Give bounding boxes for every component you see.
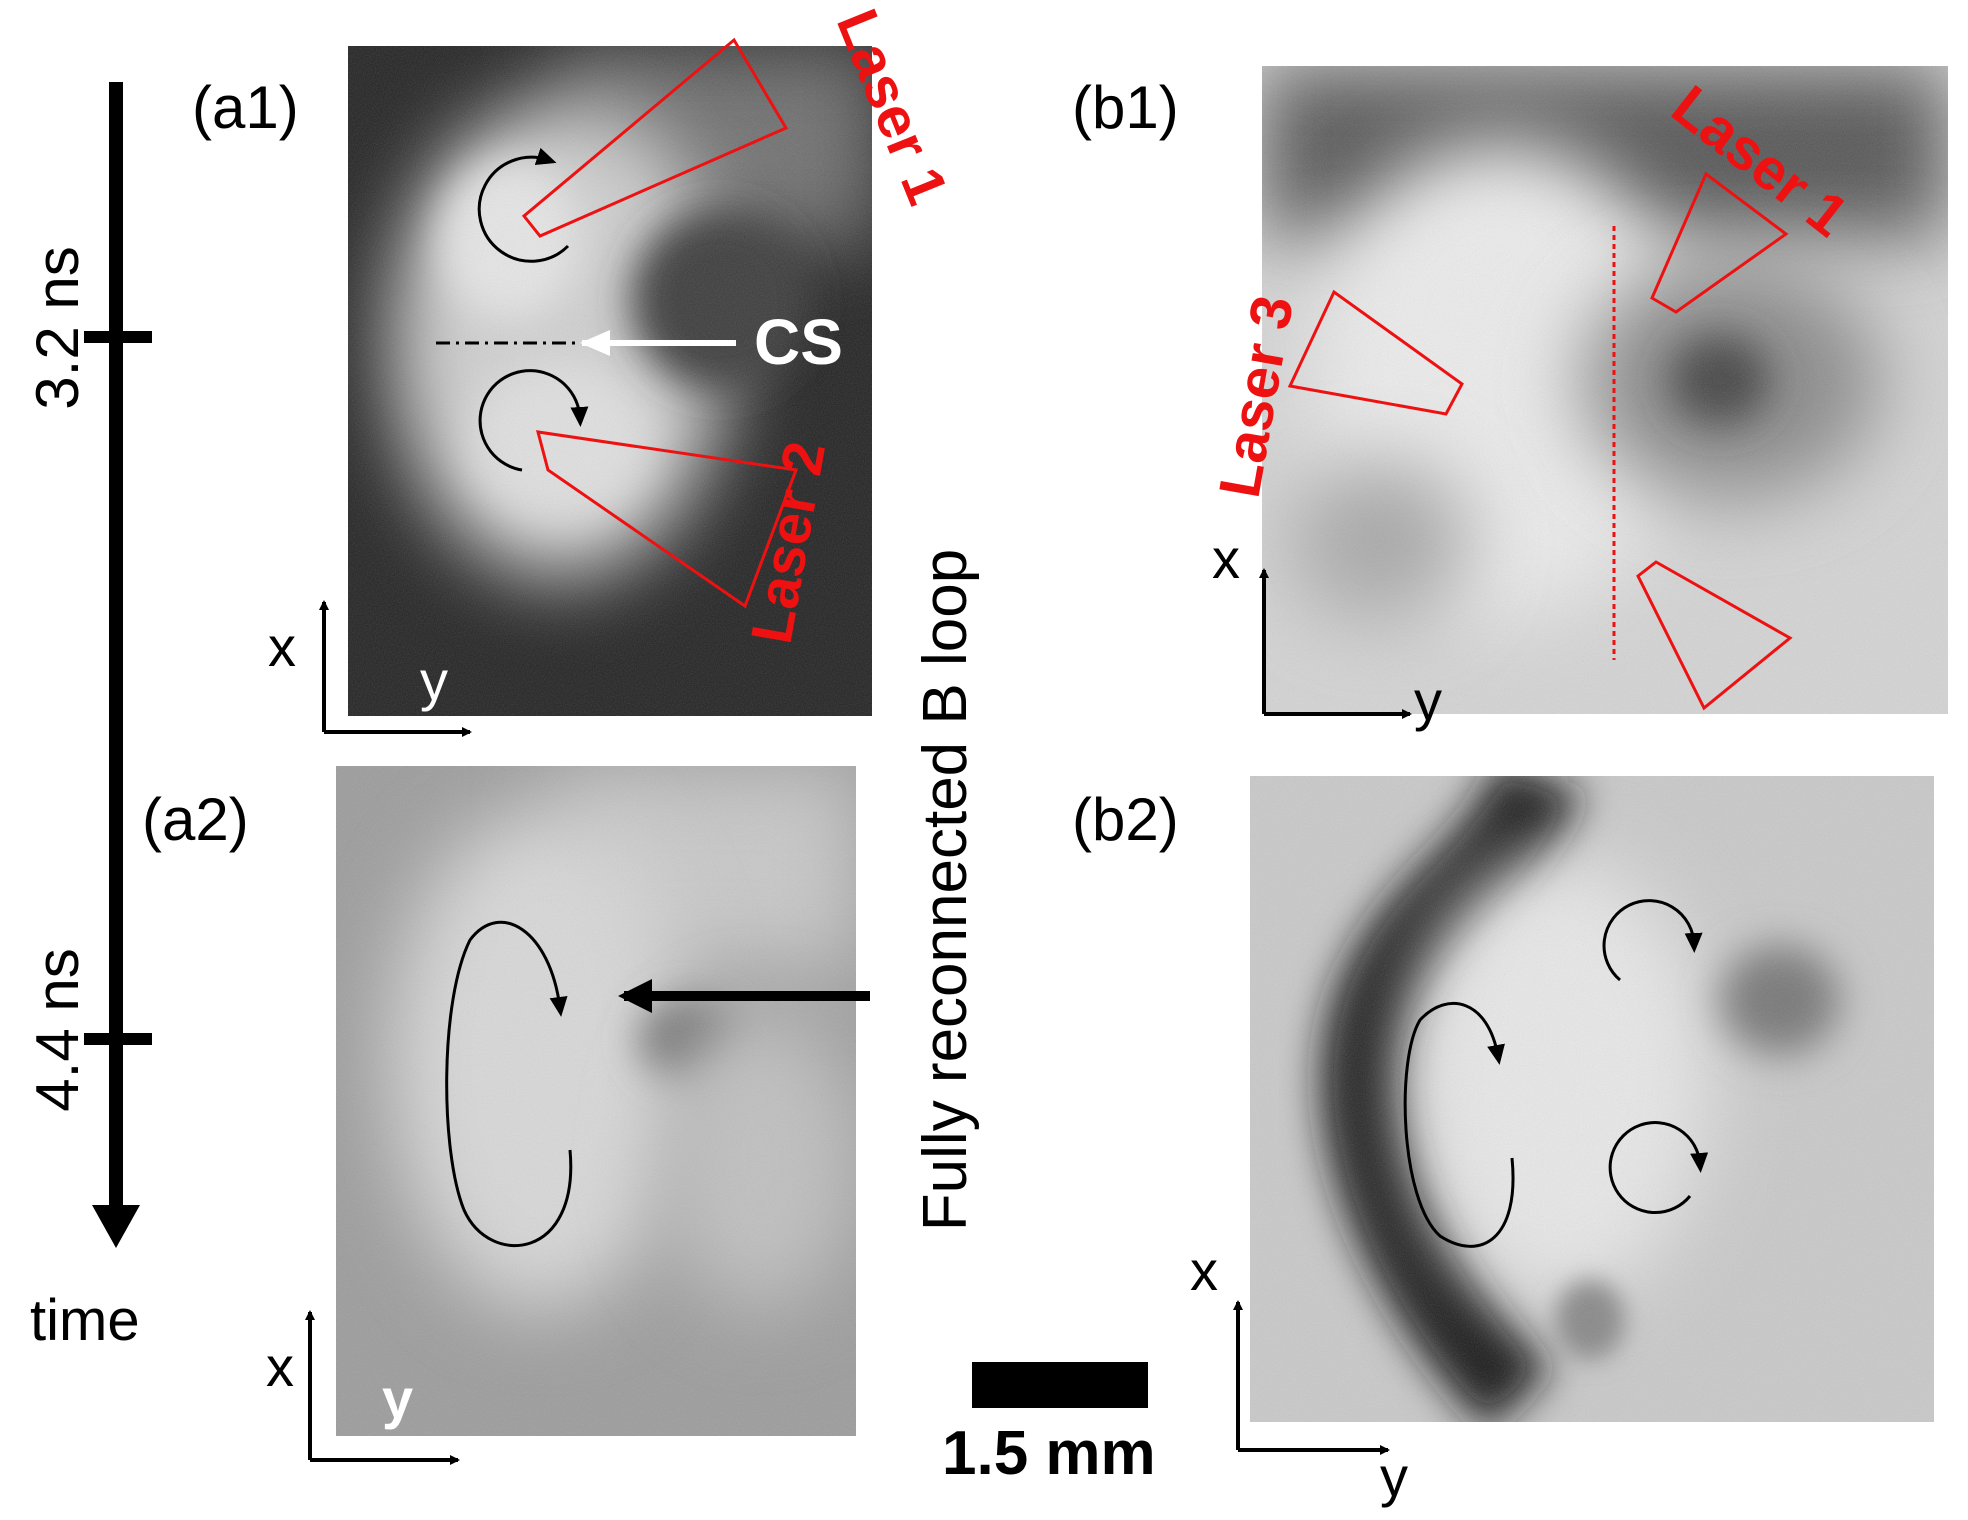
panel-a1: (a1) CS Laser 1 Laser 2 x y [192,1,960,737]
panel-b1-label: (b1) [1072,74,1179,141]
tick-label-4-4: 4.4 ns [24,948,91,1111]
panel-b2-axis-y-label: y [1380,1445,1408,1508]
panel-a1-axis-y-label: y [420,649,448,712]
tick-label-3-2: 3.2 ns [24,246,91,409]
panel-b2-label: (b2) [1072,786,1179,853]
laser-2-cone [535,430,799,609]
laser-3-cone [1287,289,1464,416]
panel-a2-axis-x-label: x [266,1335,294,1398]
laser-4-cone [1636,560,1793,711]
rotation-arrow-upper [477,147,570,263]
rotation-arrow-b2-left [1403,1002,1515,1248]
timeline-arrowhead [92,1205,140,1248]
reconnected-label: Fully reconnected B loop [911,549,980,1231]
panel-b2: (b2) x y [1072,776,1934,1508]
scalebar: 1.5 mm [942,1362,1156,1488]
panel-b1: (b1) Laser 1 Laser 3 x y [1072,66,1948,732]
scalebar-label: 1.5 mm [942,1419,1156,1488]
laser-1-cone-b1 [1650,171,1789,314]
panel-a1-image [348,46,872,716]
panel-b1-axis-y-label: y [1414,669,1442,732]
rotation-arrow-b2-top [1602,899,1703,982]
scalebar-bar [972,1362,1148,1408]
timeline-label: time [30,1288,140,1353]
panel-a2: (a2) x y [142,766,870,1465]
rotation-arrow-b2-bottom [1608,1121,1709,1215]
panel-a1-axis-x-label: x [268,615,296,678]
timeline: 3.2 ns 4.4 ns time [24,82,152,1353]
rotation-arrow-lower [478,369,589,472]
panel-b2-axis-x-label: x [1190,1239,1218,1302]
panel-a2-image [336,766,856,1436]
cs-label: CS [754,306,843,378]
panel-b1-image [1262,66,1948,714]
panel-a2-label: (a2) [142,786,249,853]
rotation-arrow-a2 [445,920,573,1248]
panel-b2-image [1250,776,1934,1422]
panel-b1-axis-x-label: x [1212,527,1240,590]
panel-a1-label: (a1) [192,74,299,141]
panel-a2-axis-y-label: y [382,1367,413,1430]
laser-1-cone [521,37,789,238]
